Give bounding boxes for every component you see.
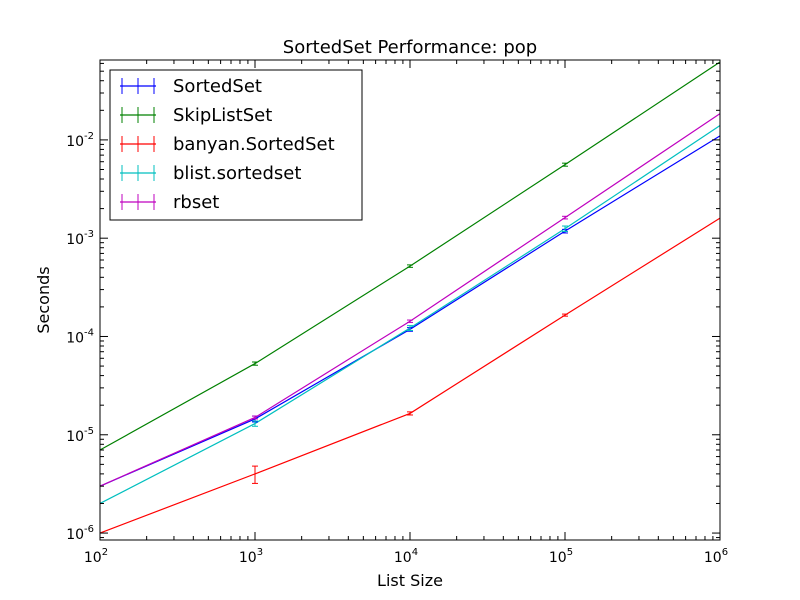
y-tick-label: 10-3	[66, 229, 94, 248]
error-bar-blist-sortedset	[407, 325, 413, 332]
chart-title: SortedSet Performance: pop	[283, 37, 537, 58]
error-bar-rbset	[407, 319, 413, 323]
legend-entry-skiplistset: SkipListSet	[120, 105, 272, 126]
error-bar-rbset	[252, 415, 258, 420]
x-tick-label: 105	[549, 547, 573, 566]
error-bar-skiplistset	[562, 162, 568, 167]
x-tick-label: 106	[704, 547, 728, 566]
error-bar-skiplistset	[252, 361, 258, 366]
legend-entry-blist-sortedset: blist.sortedset	[120, 163, 301, 184]
legend-entry-banyan-sortedset: banyan.SortedSet	[120, 134, 335, 155]
error-bar-banyan-sortedset	[562, 313, 568, 317]
error-bars	[252, 162, 568, 484]
legend-label-rbset: rbset	[173, 192, 219, 213]
x-tick-label: 104	[394, 547, 418, 566]
legend-entry-sortedset: SortedSet	[120, 76, 262, 97]
x-axis-label: List Size	[377, 571, 443, 590]
axis-tick-labels: 102 103 104 105 106 10-6 10-5 10-4 10-3 10-2	[66, 131, 728, 566]
y-axis-label: Seconds	[34, 266, 53, 333]
legend-label-skiplistset: SkipListSet	[173, 105, 272, 126]
legend-label-sortedset: SortedSet	[173, 76, 262, 97]
error-bar-skiplistset	[407, 264, 413, 268]
x-tick-label: 103	[239, 547, 263, 566]
y-tick-label: 10-5	[66, 426, 94, 445]
error-bar-banyan-sortedset	[407, 411, 413, 416]
error-bar-blist-sortedset	[252, 420, 258, 427]
legend: SortedSet SkipListSet banyan.SortedSet blis…	[109, 69, 363, 221]
x-tick-label: 102	[84, 547, 108, 566]
error-bar-rbset	[562, 215, 568, 220]
legend-label-blist-sortedset: blist.sortedset	[173, 163, 301, 184]
legend-label-banyan-sortedset: banyan.SortedSet	[173, 134, 335, 155]
error-bar-blist-sortedset	[562, 225, 568, 232]
error-bar-banyan-sortedset	[252, 465, 258, 484]
legend-box	[109, 69, 363, 221]
y-tick-label: 10-6	[66, 524, 94, 543]
legend-entry-rbset: rbset	[120, 192, 219, 213]
y-tick-label: 10-4	[66, 327, 94, 346]
y-tick-label: 10-2	[66, 131, 94, 150]
plot-frame	[99, 59, 721, 541]
